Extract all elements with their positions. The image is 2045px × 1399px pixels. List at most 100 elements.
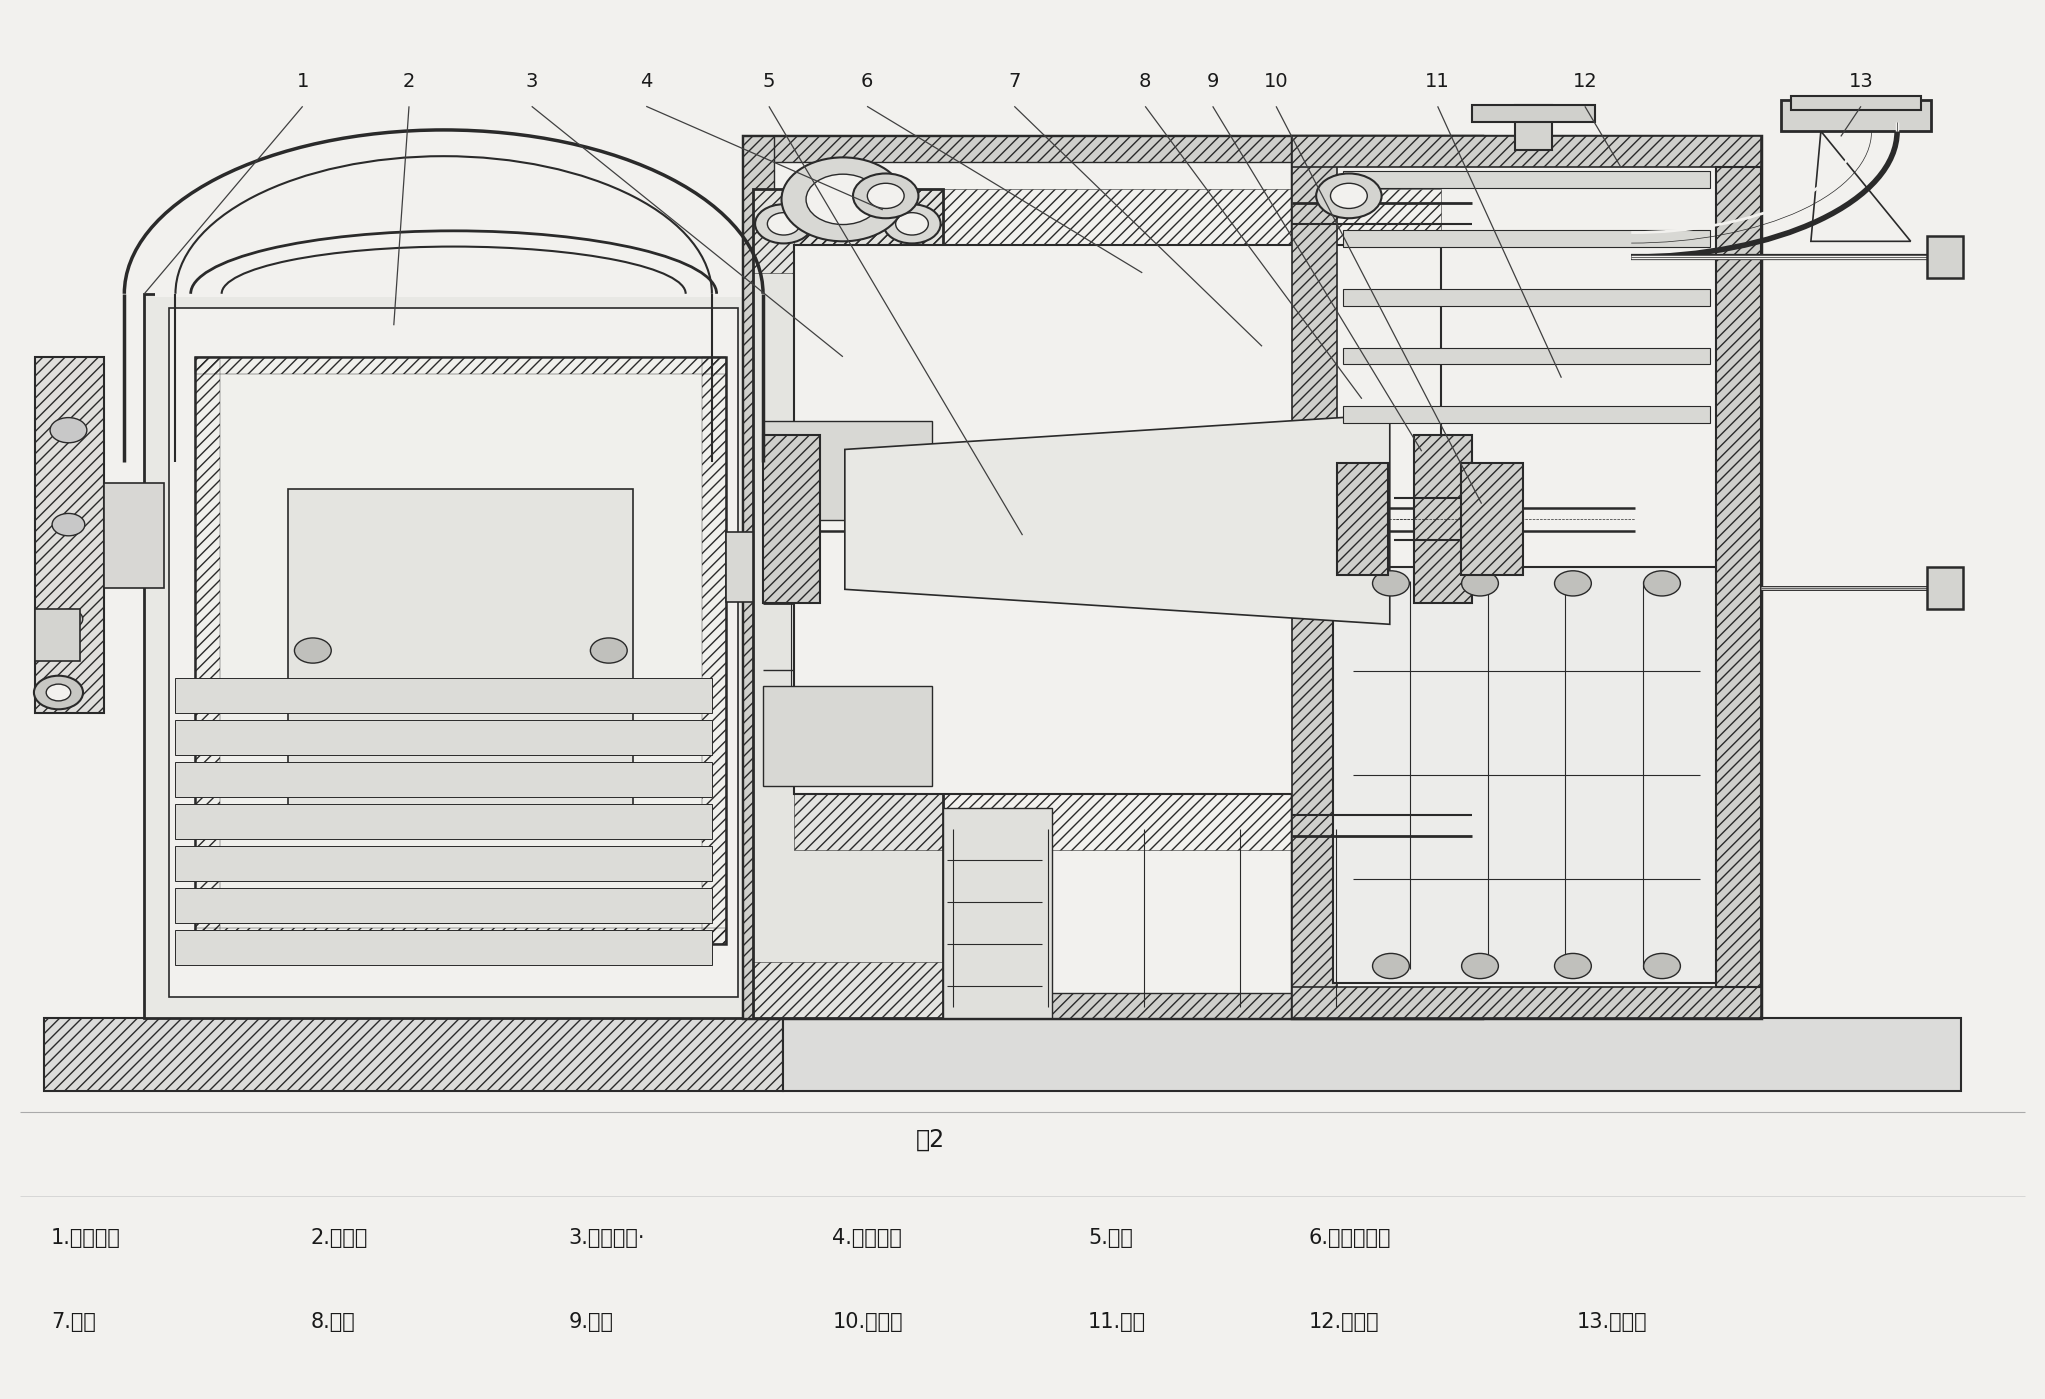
Circle shape — [806, 175, 879, 225]
Bar — [196, 357, 726, 944]
Bar — [1292, 137, 1761, 168]
Bar — [701, 357, 726, 944]
Text: 11.门盖: 11.门盖 — [1088, 1312, 1145, 1332]
Text: 11: 11 — [1425, 71, 1450, 91]
Bar — [176, 803, 712, 839]
Text: 5: 5 — [763, 71, 775, 91]
Bar — [104, 483, 164, 588]
Bar — [196, 928, 726, 944]
Bar — [783, 1018, 1961, 1091]
Circle shape — [1554, 954, 1591, 979]
Bar — [176, 845, 712, 881]
Circle shape — [1331, 183, 1368, 208]
Bar — [943, 809, 1053, 1018]
Bar — [25, 63, 2020, 1112]
Text: 13.洗涤管: 13.洗涤管 — [1577, 1312, 1648, 1332]
Bar — [1344, 172, 1710, 189]
Text: 8: 8 — [1139, 71, 1151, 91]
Circle shape — [896, 213, 928, 235]
Text: 3.推料机构·: 3.推料机构· — [569, 1228, 644, 1248]
Bar — [176, 930, 712, 965]
Text: 9.筛网: 9.筛网 — [569, 1312, 614, 1332]
Bar — [1716, 168, 1761, 988]
Bar — [1337, 463, 1389, 575]
Bar — [1415, 435, 1472, 603]
Bar — [793, 245, 1442, 795]
Bar — [793, 795, 1442, 851]
Bar — [176, 719, 712, 755]
Text: 图2: 图2 — [916, 1128, 945, 1153]
Bar — [726, 532, 753, 602]
Bar — [1344, 348, 1710, 365]
Text: 2.主电机: 2.主电机 — [311, 1228, 368, 1248]
Bar — [1292, 137, 1337, 1018]
Bar — [45, 1018, 783, 1091]
Bar — [196, 357, 221, 944]
Circle shape — [1462, 571, 1499, 596]
Text: 1.油泵组合: 1.油泵组合 — [51, 1228, 121, 1248]
Bar — [763, 687, 933, 786]
Bar — [753, 189, 943, 1018]
Circle shape — [53, 610, 82, 630]
Bar — [742, 137, 773, 1018]
Bar — [176, 761, 712, 797]
Bar — [1926, 567, 1963, 609]
Bar — [763, 435, 820, 603]
Bar — [742, 993, 1481, 1018]
Bar — [1791, 97, 1920, 111]
Text: 4.油冷却器: 4.油冷却器 — [832, 1228, 902, 1248]
Bar — [1472, 105, 1595, 122]
Text: 9: 9 — [1207, 71, 1219, 91]
Circle shape — [755, 204, 812, 243]
Circle shape — [591, 638, 628, 663]
Text: 2: 2 — [403, 71, 415, 91]
Bar — [1781, 101, 1930, 132]
Circle shape — [883, 204, 941, 243]
Circle shape — [867, 183, 904, 208]
Bar — [1344, 407, 1710, 424]
Bar — [35, 357, 104, 713]
Bar — [155, 234, 753, 297]
Text: 8.转鼓: 8.转鼓 — [311, 1312, 356, 1332]
Circle shape — [1462, 954, 1499, 979]
Text: 13: 13 — [1849, 71, 1873, 91]
Circle shape — [1554, 571, 1591, 596]
Circle shape — [1372, 571, 1409, 596]
Text: 7.机壳: 7.机壳 — [51, 1312, 96, 1332]
Circle shape — [47, 684, 72, 701]
Circle shape — [49, 418, 86, 443]
Bar — [176, 679, 712, 713]
Bar — [753, 189, 943, 273]
Bar — [1462, 463, 1524, 575]
Circle shape — [35, 676, 84, 709]
Polygon shape — [845, 414, 1391, 624]
Bar — [176, 888, 712, 923]
Bar — [170, 308, 738, 996]
Circle shape — [767, 213, 800, 235]
Circle shape — [1317, 173, 1382, 218]
Circle shape — [1644, 954, 1681, 979]
Bar — [35, 357, 104, 713]
Circle shape — [294, 638, 331, 663]
Circle shape — [1644, 571, 1681, 596]
Bar — [145, 294, 763, 1018]
Text: 3: 3 — [526, 71, 538, 91]
Bar — [763, 421, 933, 520]
Bar — [1926, 236, 1963, 278]
Bar — [742, 137, 1481, 1018]
Text: 12: 12 — [1573, 71, 1597, 91]
Bar — [742, 137, 1481, 162]
Text: 1: 1 — [297, 71, 309, 91]
Bar — [35, 609, 80, 662]
Circle shape — [781, 158, 904, 242]
Bar — [288, 490, 634, 813]
Bar — [1333, 567, 1720, 983]
Bar — [1344, 231, 1710, 248]
Bar — [1716, 137, 1761, 1018]
Bar — [753, 963, 943, 1018]
Text: 12.进料管: 12.进料管 — [1309, 1312, 1380, 1332]
Bar — [1344, 290, 1710, 306]
Bar — [1292, 137, 1761, 1018]
Text: 5.机座: 5.机座 — [1088, 1228, 1133, 1248]
Bar — [1515, 105, 1552, 151]
